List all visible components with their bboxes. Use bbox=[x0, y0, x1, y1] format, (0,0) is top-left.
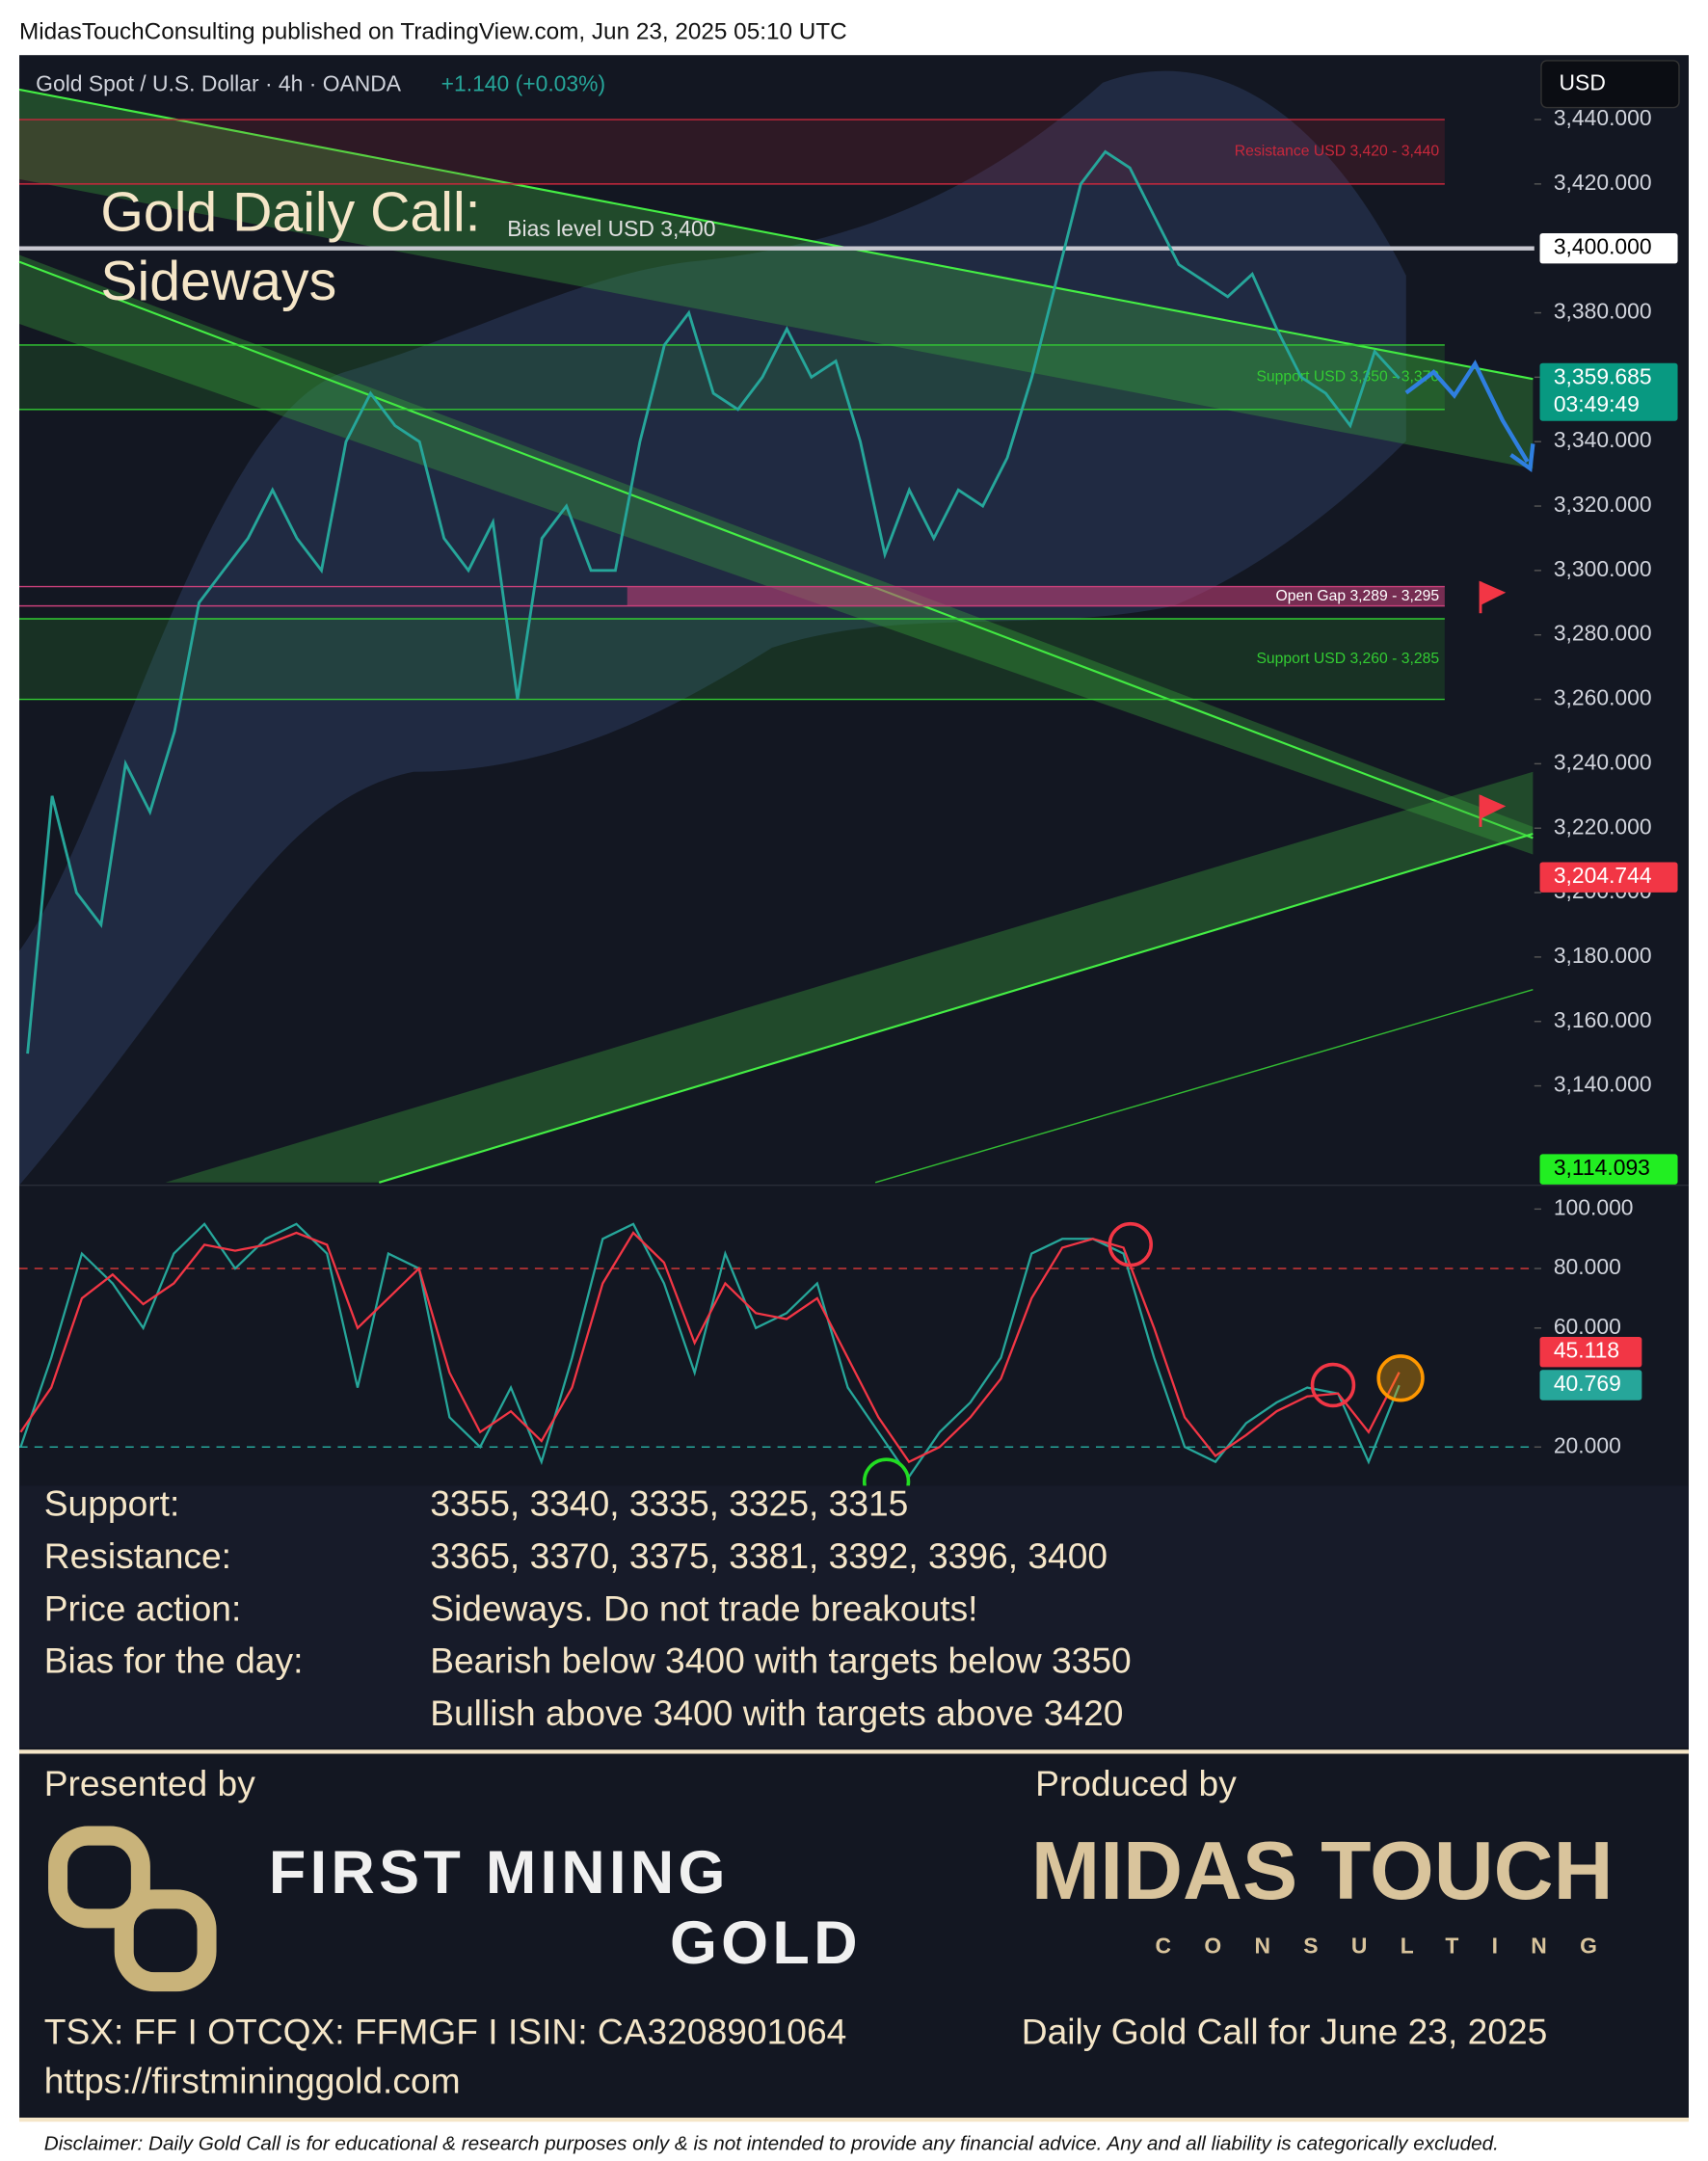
y-tick-label: 3,340.000 bbox=[1554, 427, 1652, 452]
y-tick-label: 3,380.000 bbox=[1554, 299, 1652, 324]
produced-by: Produced by bbox=[1035, 1763, 1237, 1803]
headline: Sideways bbox=[100, 251, 336, 312]
row-value: Sideways. Do not trade breakouts! bbox=[430, 1587, 977, 1628]
highlight bbox=[1310, 1362, 1356, 1408]
producer-logo: MIDAS TOUCH bbox=[1031, 1825, 1614, 1917]
y-tick-label: 3,420.000 bbox=[1554, 170, 1652, 195]
price-cloud bbox=[19, 70, 1406, 1186]
y-tick-label: 80.000 bbox=[1554, 1254, 1621, 1279]
y-tick-label: 3,240.000 bbox=[1554, 749, 1652, 774]
y-tick-label: 3,320.000 bbox=[1554, 492, 1652, 517]
sponsor-icon bbox=[48, 1826, 217, 1992]
y-tick-label: 3,300.000 bbox=[1554, 556, 1652, 581]
price-label: 3,114.093 bbox=[1554, 1155, 1650, 1180]
sponsor-logo: GOLD bbox=[670, 1909, 862, 1977]
row-label: Bias for the day: bbox=[44, 1641, 304, 1681]
zone bbox=[19, 619, 1445, 700]
price-pane: 3,140.0003,160.0003,180.0003,200.0003,22… bbox=[26, 105, 1678, 1185]
trendline bbox=[18, 88, 1534, 381]
price-label: 3,204.744 bbox=[1554, 863, 1652, 888]
producer-logo-sub: CONSULTING bbox=[1155, 1933, 1630, 1958]
price-label-box bbox=[1539, 1154, 1678, 1185]
forecast-arrow bbox=[1404, 360, 1530, 464]
zone-label: Resistance USD 3,420 - 3,440 bbox=[1235, 144, 1440, 160]
disclaimer: Disclaimer: Daily Gold Call is for educa… bbox=[44, 2132, 1499, 2154]
y-tick-label: 3,180.000 bbox=[1554, 943, 1652, 968]
presented-by: Presented by bbox=[44, 1763, 255, 1803]
row-value: Bullish above 3400 with targets above 34… bbox=[430, 1693, 1123, 1733]
trendline bbox=[18, 260, 1534, 840]
y-tick-label: 3,160.000 bbox=[1554, 1007, 1652, 1032]
row-value: Bearish below 3400 with targets below 33… bbox=[430, 1641, 1131, 1681]
price-change: +1.140 (+0.03%) bbox=[441, 71, 605, 96]
bias-label: Bias level USD 3,400 bbox=[507, 216, 715, 241]
y-tick-label: 20.000 bbox=[1554, 1432, 1621, 1457]
date-line: Daily Gold Call for June 23, 2025 bbox=[1022, 2011, 1548, 2051]
last-value-box bbox=[1539, 1336, 1642, 1368]
price-label-box bbox=[1539, 232, 1678, 264]
y-tick-label: 3,140.000 bbox=[1554, 1072, 1652, 1097]
price-label-box bbox=[1539, 862, 1678, 893]
last-value-label: 40.769 bbox=[1554, 1371, 1621, 1396]
channel bbox=[165, 771, 1534, 1183]
y-tick-label: 3,280.000 bbox=[1554, 621, 1652, 646]
headline: Gold Daily Call: bbox=[100, 182, 480, 244]
series-line bbox=[19, 1231, 1401, 1464]
arrow-head bbox=[1509, 443, 1535, 473]
publisher: MidasTouchConsulting published on Tradin… bbox=[19, 19, 847, 45]
row-label: Price action: bbox=[44, 1587, 242, 1628]
zone bbox=[19, 120, 1445, 184]
price-label-box bbox=[1539, 362, 1678, 421]
last-value-box bbox=[1539, 1370, 1642, 1401]
sponsor-logo: FIRST MINING bbox=[269, 1839, 730, 1907]
trendline bbox=[378, 833, 1534, 1184]
price-label: 3,359.685 bbox=[1554, 363, 1652, 388]
row-value: 3365, 3370, 3375, 3381, 3392, 3396, 3400 bbox=[430, 1535, 1108, 1576]
highlight bbox=[1108, 1221, 1153, 1267]
trendline bbox=[874, 988, 1534, 1184]
last-value-label: 45.118 bbox=[1554, 1338, 1619, 1363]
flag bbox=[1479, 580, 1507, 614]
zone bbox=[19, 344, 1445, 410]
oscillator-pane: 20.000 60.000 80.000 100.000 45.118 40.769 bbox=[19, 1194, 1642, 1480]
currency-box[interactable] bbox=[1540, 60, 1680, 109]
call-panel bbox=[19, 1485, 1689, 1748]
zone bbox=[627, 586, 1445, 606]
series-line bbox=[26, 149, 1401, 1054]
currency[interactable]: USD bbox=[1560, 69, 1606, 94]
zone-label: Open Gap 3,289 - 3,295 bbox=[1276, 588, 1440, 604]
y-tick-label: 3,440.000 bbox=[1554, 105, 1652, 130]
listing: TSX: FF I OTCQX: FFMGF I ISIN: CA3208901… bbox=[44, 2011, 847, 2051]
countdown: 03:49:49 bbox=[1554, 391, 1640, 416]
price-label: 3,400.000 bbox=[1554, 234, 1652, 259]
y-tick-label: 3,260.000 bbox=[1554, 685, 1652, 710]
row-label: Support: bbox=[44, 1483, 180, 1524]
zone-label: Support USD 3,260 - 3,285 bbox=[1256, 651, 1439, 667]
highlight bbox=[1376, 1354, 1425, 1402]
row-label: Resistance: bbox=[44, 1535, 231, 1576]
y-tick-label: 60.000 bbox=[1554, 1314, 1621, 1339]
call-table: Support: 3355, 3340, 3335, 3325, 3315 Resi… bbox=[44, 1483, 1132, 1733]
flag bbox=[1479, 794, 1507, 827]
y-tick-label: 100.000 bbox=[1554, 1194, 1634, 1219]
url[interactable]: https://firstmininggold.com bbox=[44, 2061, 461, 2101]
symbol-title: Gold Spot / U.S. Dollar · 4h · OANDA bbox=[36, 71, 402, 96]
frame bbox=[19, 55, 1689, 2121]
zones: Resistance USD 3,420 - 3,440 Support USD … bbox=[19, 119, 1535, 701]
zone-label: Support USD 3,350 - 3,370 bbox=[1256, 369, 1439, 386]
y-tick-label: 3,220.000 bbox=[1554, 814, 1652, 839]
row-value: 3355, 3340, 3335, 3325, 3315 bbox=[430, 1483, 908, 1524]
